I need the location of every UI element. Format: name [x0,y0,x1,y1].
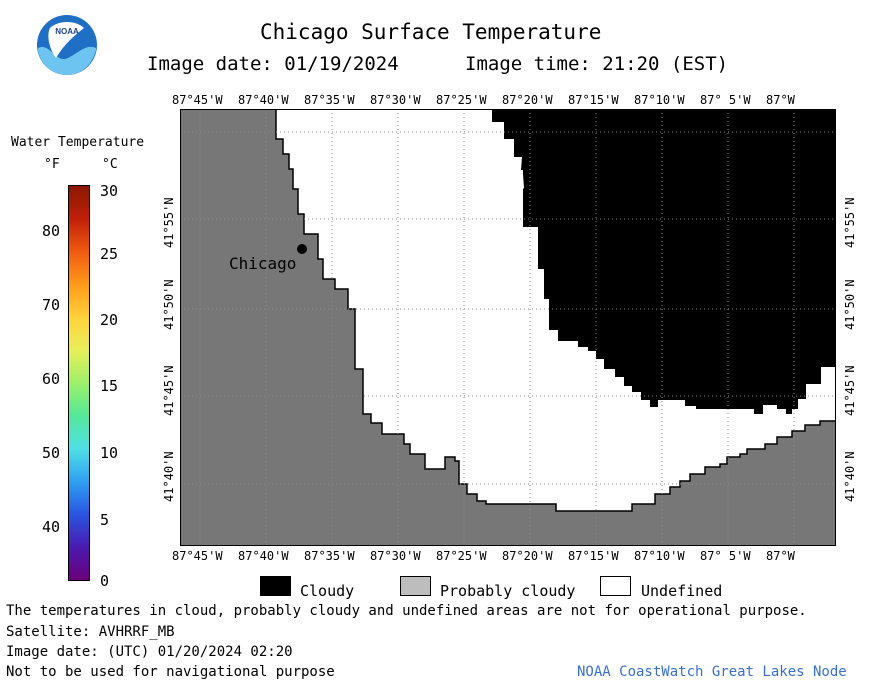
colorbar-c-tick-20: 20 [100,311,119,329]
lon-label: 87°35'W [304,93,355,107]
footer-credit: NOAA CoastWatch Great Lakes Node [577,664,847,680]
lat-label: 41°50'N [162,279,176,330]
lon-label: 87°25'W [436,93,487,107]
cloudy-region [492,109,836,414]
map-frame [180,109,836,546]
colorbar-f-tick-60: 60 [41,370,60,388]
lon-label: 87°45'W [172,93,223,107]
image-date: Image date: 01/19/2024 [147,53,399,75]
lat-label: 41°50'N [843,279,857,330]
lon-label: 87° 5'W [700,549,751,563]
colorbar-f-tick-40: 40 [41,518,60,536]
lon-label: 87°45'W [172,549,223,563]
colorbar-title: Water Temperature [11,135,145,150]
lat-label: 41°45'N [162,365,176,416]
lon-label: 87°15'W [568,549,619,563]
colorbar-c-tick-0: 0 [100,572,110,590]
colorbar-c-tick-10: 10 [100,444,119,462]
colorbar-c-tick-25: 25 [100,245,119,263]
chicago-marker [297,244,307,254]
lat-label: 41°40'N [843,451,857,502]
shoreline [275,109,836,512]
legend-label-probably-cloudy: Probably cloudy [440,582,576,600]
lat-label: 41°45'N [843,365,857,416]
land-area [180,109,836,546]
graticule [180,109,836,546]
lat-label: 41°55'N [843,197,857,248]
noaa-logo: NOAA [36,14,98,76]
colorbar-c-tick-15: 15 [100,377,119,395]
colorbar-unit-c: °C [102,157,118,172]
lon-label: 87°30'W [370,549,421,563]
legend-swatch-cloudy [260,576,291,596]
lon-label: 87°20'W [502,93,553,107]
lon-label: 87°W [766,93,795,107]
logo-text: NOAA [55,27,79,36]
lon-label: 87°10'W [634,549,685,563]
temperature-map: Chicago [180,109,836,546]
legend-swatch-undefined [600,576,631,596]
lon-label: 87°20'W [502,549,553,563]
colorbar-c-tick-5: 5 [100,511,110,529]
legend-label-cloudy: Cloudy [300,582,355,600]
lon-label: 87°W [766,549,795,563]
lon-label: 87° 5'W [700,93,751,107]
legend-swatch-probably-cloudy [400,576,431,596]
colorbar-unit-f: °F [44,157,60,172]
lon-label: 87°15'W [568,93,619,107]
image-time: Image time: 21:20 (EST) [465,53,729,75]
lon-label: 87°40'W [238,549,289,563]
footer-nav-note: Not to be used for navigational purpose [6,664,335,680]
colorbar-f-tick-80: 80 [41,222,60,240]
footer-disclaimer: The temperatures in cloud, probably clou… [6,603,807,619]
page-title: Chicago Surface Temperature [260,20,602,44]
legend-label-undefined: Undefined [641,582,723,600]
colorbar-f-tick-70: 70 [41,296,60,314]
lon-label: 87°30'W [370,93,421,107]
colorbar-c-tick-30: 30 [100,182,119,200]
lon-label: 87°10'W [634,93,685,107]
lon-label: 87°40'W [238,93,289,107]
footer-satellite: Satellite: AVHRRF_MB [6,624,175,640]
lat-label: 41°40'N [162,451,176,502]
lon-label: 87°35'W [304,549,355,563]
footer-utc-date: Image date: (UTC) 01/20/2024 02:20 [6,644,293,660]
chicago-label: Chicago [229,254,296,273]
lon-label: 87°25'W [436,549,487,563]
lat-label: 41°55'N [162,197,176,248]
colorbar-gradient [68,185,90,581]
colorbar-f-tick-50: 50 [41,444,60,462]
